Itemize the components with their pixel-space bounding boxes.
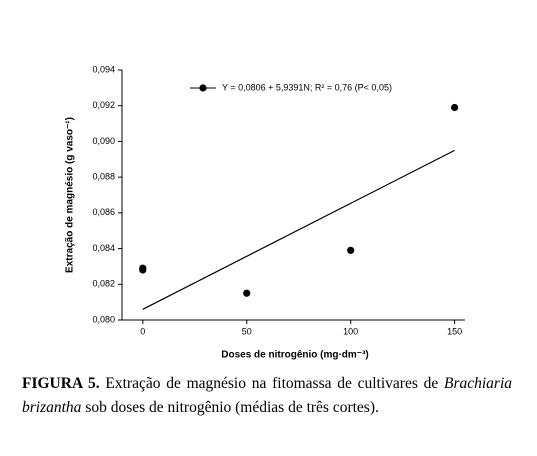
legend-label: Y = 0,0806 + 5,9391N; R² = 0,76 (P< 0,05… bbox=[222, 82, 392, 92]
y-tick-label: 0,082 bbox=[92, 279, 115, 289]
caption-text: Extração de magnésio na fitomassa de cul… bbox=[105, 375, 439, 392]
y-tick-label: 0,080 bbox=[92, 314, 115, 324]
x-tick-label: 150 bbox=[447, 326, 462, 336]
chart: Doses de nitrogênio (mg·dm⁻³) Extração d… bbox=[65, 64, 465, 361]
y-tick-label: 0,086 bbox=[92, 207, 115, 217]
y-tick-label: 0,084 bbox=[92, 243, 115, 253]
caption: FIGURA 5. Extração de magnésio na fitoma… bbox=[22, 372, 512, 420]
trend-line bbox=[142, 149, 455, 310]
y-axis-label: Extração de magnésio (g vaso⁻¹) bbox=[65, 117, 76, 273]
data-point bbox=[243, 289, 251, 297]
legend-marker bbox=[199, 84, 207, 92]
caption-species: Brachiaria brizantha bbox=[22, 375, 513, 416]
x-tick-label: 0 bbox=[140, 326, 145, 336]
caption-label: FIGURA 5. bbox=[22, 375, 100, 392]
caption-text: sob doses de nitrogênio (médias de três … bbox=[85, 399, 379, 416]
data-point bbox=[451, 103, 459, 112]
y-tick-label: 0,088 bbox=[92, 172, 115, 182]
data-point bbox=[139, 264, 147, 272]
x-axis-label: Doses de nitrogênio (mg·dm⁻³) bbox=[221, 350, 369, 361]
y-tick-label: 0,090 bbox=[92, 136, 115, 146]
x-tick-label: 50 bbox=[242, 326, 252, 336]
y-tick-label: 0,094 bbox=[92, 64, 115, 74]
x-tick-label: 100 bbox=[343, 326, 358, 336]
y-tick-label: 0,092 bbox=[92, 100, 115, 110]
data-point bbox=[347, 246, 355, 254]
